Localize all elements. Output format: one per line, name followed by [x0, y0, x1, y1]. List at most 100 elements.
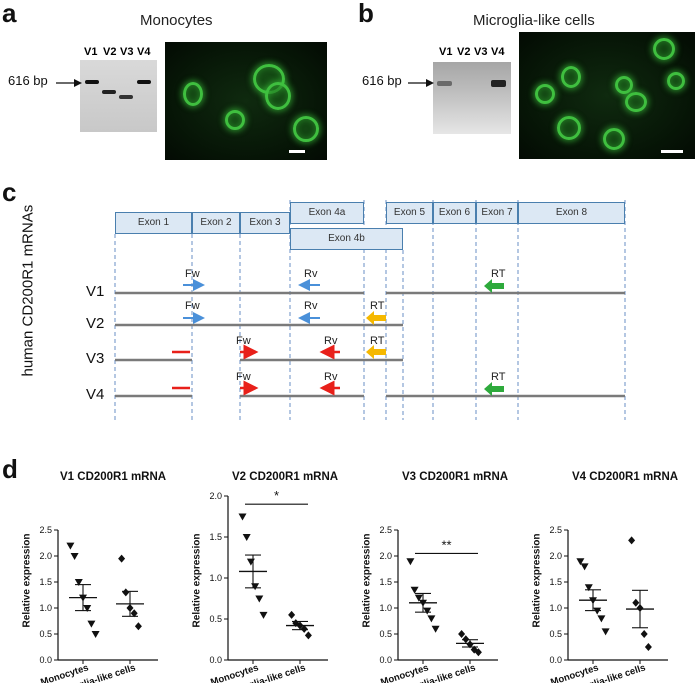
size-marker-arrow-icon: [408, 79, 434, 87]
cell: [225, 110, 245, 130]
y-tick-label: 0.0: [209, 655, 222, 665]
data-point: [406, 558, 415, 566]
panel-d-letter: d: [2, 454, 18, 484]
data-point: [118, 554, 126, 563]
gel-b-size-marker: 616 bp: [362, 73, 402, 88]
cell: [557, 116, 581, 140]
y-tick-label: 1.0: [379, 603, 392, 613]
gel-band: [102, 90, 116, 94]
y-tick-label: 0.5: [209, 614, 222, 624]
y-tick-label: 1.5: [209, 532, 222, 542]
data-point: [87, 620, 96, 628]
data-point: [601, 628, 610, 636]
plot-title: V1 CD200R1 mRNA: [60, 471, 167, 483]
y-tick-label: 1.0: [549, 603, 562, 613]
data-point: [134, 622, 142, 631]
v4-fw-label: Fw: [236, 371, 251, 383]
rt-primer-arrow-icon: [484, 382, 504, 396]
v2-rt-label: RT: [370, 300, 385, 312]
data-point: [431, 625, 440, 633]
exon-6-box: Exon 6: [433, 202, 476, 224]
cell: [535, 84, 555, 104]
data-point: [91, 631, 100, 638]
gel-a-lane-v4: V4: [137, 46, 151, 58]
panel-b-title: Microglia-like cells: [473, 12, 595, 29]
y-tick-label: 0.0: [39, 655, 52, 665]
scale-bar: [289, 150, 305, 153]
v2-rv-label: Rv: [304, 300, 318, 312]
data-point: [584, 584, 593, 592]
data-point: [423, 607, 432, 615]
data-point: [632, 598, 640, 607]
plot-title: V4 CD200R1 mRNA: [572, 471, 679, 483]
y-tick-label: 1.5: [379, 577, 392, 587]
data-point: [640, 630, 648, 638]
data-point: [580, 563, 589, 571]
y-tick-label: 2.5: [39, 525, 52, 535]
y-tick-label: 1.5: [39, 577, 52, 587]
gel-a-size-marker: 616 bp: [8, 73, 48, 88]
data-point: [74, 579, 83, 586]
v3-fw-label: Fw: [236, 335, 251, 347]
cell: [265, 82, 291, 110]
panel-b-letter: b: [358, 0, 374, 28]
data-point: [427, 615, 436, 623]
plot-title: V2 CD200R1 mRNA: [232, 471, 339, 483]
data-point: [628, 536, 636, 545]
v1-rt-label: RT: [491, 268, 506, 280]
exon-4b-box: Exon 4b: [290, 228, 403, 250]
data-point: [474, 648, 482, 657]
data-point: [288, 610, 296, 619]
data-point: [597, 615, 606, 623]
variant-v4-label: V4: [86, 386, 105, 403]
scale-bar: [661, 150, 683, 153]
data-point: [251, 583, 260, 591]
y-tick-label: 0.5: [549, 629, 562, 639]
gel-b-lane-v4: V4: [491, 46, 505, 58]
cell: [293, 116, 319, 142]
plot-title: V3 CD200R1 mRNA: [402, 471, 509, 483]
gel-b-lane-v1: V1: [439, 46, 453, 58]
size-marker-arrow-icon: [56, 79, 82, 87]
gel-a-lane-v1: V1: [84, 46, 98, 58]
gel-b-image: [433, 62, 511, 134]
v2-fw-label: Fw: [185, 300, 200, 312]
exon-8-box: Exon 8: [518, 202, 625, 224]
v4-rt-label: RT: [491, 371, 506, 383]
data-point: [644, 643, 652, 651]
panel-b-fluorescence-image: [519, 32, 695, 159]
cell: [183, 82, 203, 106]
primer-arrows: [172, 279, 504, 396]
data-point: [246, 558, 255, 566]
cell: [615, 76, 633, 94]
cell: [561, 66, 581, 88]
exon-5-box: Exon 5: [386, 202, 433, 224]
y-tick-label: 0.5: [379, 629, 392, 639]
v3-rt-label: RT: [370, 335, 385, 347]
data-point: [242, 534, 251, 541]
cell: [667, 72, 685, 90]
y-tick-label: 0.0: [549, 655, 562, 665]
y-tick-label: 0.0: [379, 655, 392, 665]
data-point: [255, 595, 264, 603]
gel-b-lane-v3: V3: [474, 46, 488, 58]
y-tick-label: 2.5: [549, 525, 562, 535]
data-point: [238, 513, 247, 521]
data-point: [458, 630, 466, 638]
exon-3-box: Exon 3: [240, 212, 290, 234]
gel-b-lane-v2: V2: [457, 46, 471, 58]
rt-primer-arrow-icon: [484, 279, 504, 293]
cell: [625, 92, 647, 112]
panel-a-letter: a: [2, 0, 17, 28]
data-point: [576, 558, 585, 566]
rt-primer-arrow-icon: [366, 345, 386, 359]
exon-2-box: Exon 2: [192, 212, 240, 234]
variant-v2-label: V2: [86, 315, 105, 332]
gel-band: [437, 81, 452, 86]
data-point: [130, 609, 138, 618]
variant-v1-label: V1: [86, 283, 105, 300]
y-tick-label: 2.0: [39, 551, 52, 561]
y-tick-label: 2.0: [209, 491, 222, 501]
data-point: [414, 594, 423, 602]
